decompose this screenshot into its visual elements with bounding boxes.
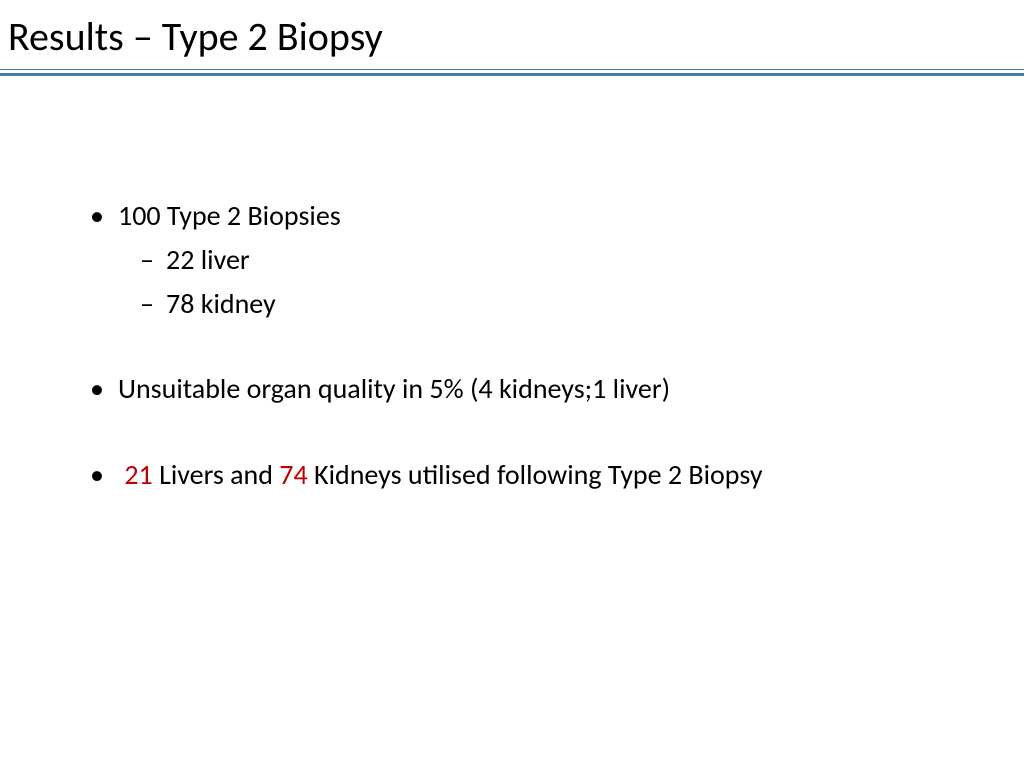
bullet-text-1: 100 Type 2 Biopsies xyxy=(118,198,341,233)
spacer-2 xyxy=(90,416,964,456)
title-divider xyxy=(0,69,1024,77)
bullet-3-text-1: Livers and xyxy=(153,457,280,492)
bullet-item-2: Unsuitable organ quality in 5% (4 kidney… xyxy=(90,370,964,408)
bullet-list-2: Unsuitable organ quality in 5% (4 kidney… xyxy=(90,370,964,408)
sub-bullet-list: 22 liver 78 kidney xyxy=(140,241,964,323)
sub-bullet-item-2: 78 kidney xyxy=(140,285,964,323)
sub-bullet-text-1: 22 liver xyxy=(166,242,250,277)
highlight-number-2: 74 xyxy=(279,457,307,492)
spacer-1 xyxy=(90,330,964,370)
bullet-item-1: 100 Type 2 Biopsies 22 liver 78 kidney xyxy=(90,197,964,322)
sub-bullet-item-1: 22 liver xyxy=(140,241,964,279)
slide-content: 100 Type 2 Biopsies 22 liver 78 kidney U… xyxy=(0,77,1024,494)
sub-bullet-text-2: 78 kidney xyxy=(166,286,276,321)
slide: Results – Type 2 Biopsy 100 Type 2 Biops… xyxy=(0,0,1024,768)
bullet-item-3: 21 Livers and 74 Kidneys utilised follow… xyxy=(90,456,964,494)
bullet-3-text-2: Kidneys utilised following Type 2 Biopsy xyxy=(308,457,763,492)
bullet-list: 100 Type 2 Biopsies 22 liver 78 kidney xyxy=(90,197,964,322)
divider-line-thick xyxy=(0,73,1024,76)
slide-title: Results – Type 2 Biopsy xyxy=(0,0,1024,69)
bullet-list-3: 21 Livers and 74 Kidneys utilised follow… xyxy=(90,456,964,494)
highlight-number-1: 21 xyxy=(124,457,152,492)
bullet-text-2: Unsuitable organ quality in 5% (4 kidney… xyxy=(118,371,670,406)
divider-line-thin xyxy=(0,69,1024,70)
